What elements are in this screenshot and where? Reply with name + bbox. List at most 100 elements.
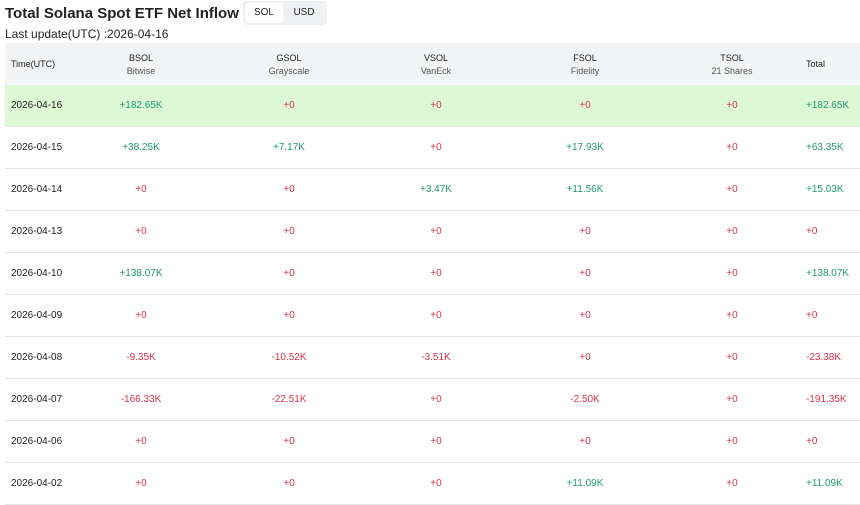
- value-cell: +0: [782, 420, 860, 463]
- value-cell: +0: [384, 85, 488, 127]
- column-header: BSOL Bitwise: [88, 43, 194, 85]
- value-cell: +0: [88, 168, 194, 211]
- value-cell: +0: [384, 462, 488, 505]
- column-label: FSOL: [573, 52, 597, 63]
- value-cell: -2.50K: [488, 378, 682, 421]
- value-cell: +0: [194, 168, 384, 211]
- value-cell: -191.35K: [782, 378, 860, 421]
- value-cell: +182.65K: [782, 85, 860, 127]
- value-cell: +11.09K: [488, 462, 682, 505]
- value-cell: +0: [682, 378, 782, 421]
- value-cell: -166.33K: [88, 378, 194, 421]
- column-header: GSOL Grayscale: [194, 43, 384, 85]
- date-cell: 2026-04-14: [5, 168, 88, 211]
- value-cell: +0: [488, 252, 682, 295]
- column-sublabel: VanEck: [420, 65, 452, 76]
- date-cell: 2026-04-02: [5, 462, 88, 505]
- value-cell: +0: [682, 294, 782, 337]
- unit-toggle: SOL USD: [243, 1, 327, 25]
- value-cell: +0: [488, 210, 682, 253]
- value-cell: -9.35K: [88, 336, 194, 379]
- date-cell: 2026-04-10: [5, 252, 88, 295]
- table-row: 2026-04-06 +0 +0 +0 +0 +0 +0: [5, 420, 860, 463]
- value-cell: +0: [88, 210, 194, 253]
- value-cell: +7.17K: [194, 126, 384, 169]
- inflow-table: Time(UTC) BSOL Bitwise GSOL Grayscale VSOL Van…: [5, 43, 860, 505]
- value-cell: +0: [384, 252, 488, 295]
- value-cell: +0: [384, 126, 488, 169]
- value-cell: +0: [682, 462, 782, 505]
- table-row: 2026-04-08 -9.35K -10.52K -3.51K +0 +0 -23.38K: [5, 336, 860, 379]
- value-cell: +0: [782, 210, 860, 253]
- value-cell: +0: [682, 168, 782, 211]
- value-cell: +0: [682, 420, 782, 463]
- value-cell: +138.07K: [782, 252, 860, 295]
- date-cell: 2026-04-09: [5, 294, 88, 337]
- date-cell: 2026-04-08: [5, 336, 88, 379]
- column-label: Total: [806, 59, 826, 69]
- value-cell: +0: [488, 85, 682, 127]
- value-cell: +0: [384, 378, 488, 421]
- column-label: Time(UTC): [11, 59, 56, 69]
- column-label: GSOL: [276, 52, 302, 63]
- value-cell: +3.47K: [384, 168, 488, 211]
- table-row: 2026-04-02 +0 +0 +0 +11.09K +0 +11.09K: [5, 462, 860, 505]
- toggle-usd[interactable]: USD: [293, 7, 315, 18]
- value-cell: +0: [384, 210, 488, 253]
- value-cell: +0: [488, 336, 682, 379]
- column-label: VSOL: [423, 52, 448, 63]
- table-row: 2026-04-09 +0 +0 +0 +0 +0 +0: [5, 294, 860, 337]
- value-cell: +0: [88, 420, 194, 463]
- value-cell: +11.09K: [782, 462, 860, 505]
- table-row: 2026-04-15 +38.25K +7.17K +0 +17.93K +0 +63.35…: [5, 126, 860, 169]
- column-sublabel: Bitwise: [126, 65, 156, 76]
- toggle-sol[interactable]: SOL: [245, 3, 283, 23]
- column-label: TSOL: [720, 52, 744, 63]
- value-cell: +0: [682, 336, 782, 379]
- value-cell: +0: [384, 420, 488, 463]
- value-cell: +0: [88, 294, 194, 337]
- column-label: BSOL: [128, 52, 153, 63]
- table-row: 2026-04-10 +138.07K +0 +0 +0 +0 +138.07K: [5, 252, 860, 295]
- date-cell: 2026-04-13: [5, 210, 88, 253]
- value-cell: +0: [682, 85, 782, 127]
- value-cell: +11.56K: [488, 168, 682, 211]
- table-row: 2026-04-16 +182.65K +0 +0 +0 +0 +182.65K: [5, 85, 860, 127]
- column-header: FSOL Fidelity: [488, 43, 682, 85]
- value-cell: +38.25K: [88, 126, 194, 169]
- value-cell: +138.07K: [88, 252, 194, 295]
- column-sublabel: 21 Shares: [711, 65, 753, 76]
- value-cell: +0: [194, 252, 384, 295]
- value-cell: +182.65K: [88, 85, 194, 127]
- value-cell: +0: [782, 294, 860, 337]
- value-cell: -22.51K: [194, 378, 384, 421]
- column-header: TSOL 21 Shares: [682, 43, 782, 85]
- value-cell: -3.51K: [384, 336, 488, 379]
- last-update: Last update(UTC) :2026-04-16: [5, 27, 169, 41]
- date-cell: 2026-04-15: [5, 126, 88, 169]
- value-cell: +0: [88, 462, 194, 505]
- value-cell: +0: [194, 294, 384, 337]
- column-sublabel: Fidelity: [570, 65, 600, 76]
- table-row: 2026-04-14 +0 +0 +3.47K +11.56K +0 +15.03K: [5, 168, 860, 211]
- column-sublabel: Grayscale: [268, 65, 310, 76]
- value-cell: +0: [194, 85, 384, 127]
- date-cell: 2026-04-16: [5, 85, 88, 127]
- value-cell: -23.38K: [782, 336, 860, 379]
- table-row: 2026-04-07 -166.33K -22.51K +0 -2.50K +0 -191.…: [5, 378, 860, 421]
- value-cell: +0: [682, 210, 782, 253]
- value-cell: +63.35K: [782, 126, 860, 169]
- value-cell: +17.93K: [488, 126, 682, 169]
- value-cell: +0: [194, 462, 384, 505]
- page-title: Total Solana Spot ETF Net Inflow SOL: [5, 5, 274, 22]
- date-cell: 2026-04-07: [5, 378, 88, 421]
- value-cell: +0: [488, 294, 682, 337]
- value-cell: +0: [682, 126, 782, 169]
- column-header: Total: [782, 43, 860, 85]
- column-header: Time(UTC): [5, 43, 88, 85]
- value-cell: +15.03K: [782, 168, 860, 211]
- table-row: 2026-04-13 +0 +0 +0 +0 +0 +0: [5, 210, 860, 253]
- date-cell: 2026-04-06: [5, 420, 88, 463]
- value-cell: +0: [194, 210, 384, 253]
